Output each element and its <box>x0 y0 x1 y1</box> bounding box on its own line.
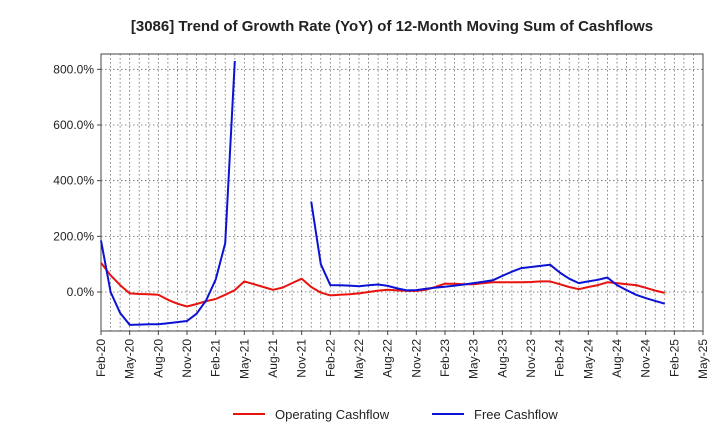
x-axis: Feb-20 May-20 Aug-20 Nov-20 Feb-21 May-21 Aug-… <box>94 331 710 379</box>
y-tick-label: 400.0% <box>53 174 94 188</box>
x-tick-label: Nov-22 <box>409 339 423 378</box>
y-axis: 0.0% 200.0% 400.0% 600.0% 800.0% <box>53 62 101 299</box>
y-tick-label: 600.0% <box>53 118 94 132</box>
x-tick-label: Feb-20 <box>94 339 108 377</box>
y-tick-label: 200.0% <box>53 229 94 243</box>
x-tick-label: May-22 <box>352 339 366 379</box>
legend-label-operating-cashflow: Operating Cashflow <box>275 407 390 422</box>
x-tick-label: Aug-20 <box>151 339 165 378</box>
x-tick-label: Aug-24 <box>610 339 624 378</box>
chart-title: [3086] Trend of Growth Rate (YoY) of 12-… <box>131 18 653 35</box>
x-tick-label: May-20 <box>123 339 137 379</box>
x-tick-label: Feb-25 <box>667 339 681 377</box>
series-line-free-cashflow <box>100 60 236 326</box>
x-tick-label: Nov-21 <box>295 339 309 378</box>
x-tick-label: May-23 <box>467 339 481 379</box>
series-line-operating-cashflow <box>100 262 666 308</box>
series-lines <box>100 60 666 326</box>
x-tick-label: Feb-23 <box>438 339 452 377</box>
x-tick-label: Nov-23 <box>524 339 538 378</box>
x-tick-label: Feb-22 <box>323 339 337 377</box>
x-tick-label: May-21 <box>237 339 251 379</box>
grid-lines <box>100 54 704 331</box>
x-tick-label: Aug-23 <box>495 339 509 378</box>
x-tick-label: Aug-22 <box>381 339 395 378</box>
legend: Operating Cashflow Free Cashflow <box>233 407 558 422</box>
x-tick-label: Nov-20 <box>180 339 194 378</box>
x-tick-label: May-25 <box>696 339 710 379</box>
plot-area <box>100 53 704 332</box>
x-tick-label: Feb-24 <box>553 339 567 377</box>
x-tick-label: May-24 <box>581 339 595 379</box>
x-tick-label: Feb-21 <box>209 339 223 377</box>
y-tick-label: 800.0% <box>53 62 94 76</box>
y-tick-label: 0.0% <box>67 285 95 299</box>
x-tick-label: Aug-21 <box>266 339 280 378</box>
series-line-free-cashflow <box>310 201 666 305</box>
x-tick-label: Nov-24 <box>639 339 653 378</box>
legend-label-free-cashflow: Free Cashflow <box>474 407 558 422</box>
